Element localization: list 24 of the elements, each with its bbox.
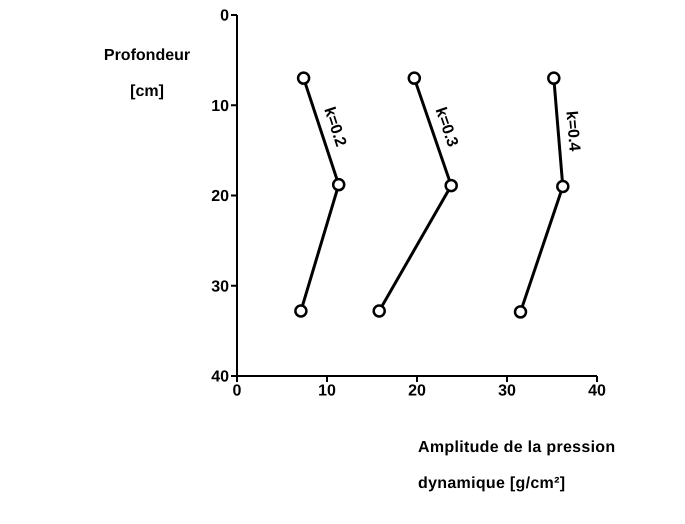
y-tick-label: 30 <box>211 278 230 296</box>
point <box>444 178 458 192</box>
x-tick-label: 30 <box>498 382 516 400</box>
point <box>372 304 386 318</box>
x-axis-title: Amplitude de la pression dynamique [g/cm²] <box>418 439 616 492</box>
x-tick-label: 40 <box>588 382 606 400</box>
x-tick-label: 10 <box>318 382 336 400</box>
y-axis-title: Profondeur [cm] <box>104 47 190 100</box>
x-tick-label: 20 <box>408 382 426 400</box>
text: k=0.2 <box>320 105 350 149</box>
x-tick-label: 0 <box>232 382 242 400</box>
text: k=0.4 <box>562 110 583 152</box>
y-tick-label: 20 <box>211 188 230 206</box>
point <box>332 178 346 192</box>
point <box>514 305 528 319</box>
point <box>408 71 422 85</box>
point <box>296 71 310 85</box>
text: k=0.3 <box>432 105 461 150</box>
y-tick-label: 10 <box>211 98 230 115</box>
point <box>556 180 570 194</box>
point <box>547 71 561 85</box>
y-tick-label: 40 <box>211 368 230 386</box>
y-tick-label: 0 <box>220 8 230 25</box>
point <box>294 304 308 318</box>
